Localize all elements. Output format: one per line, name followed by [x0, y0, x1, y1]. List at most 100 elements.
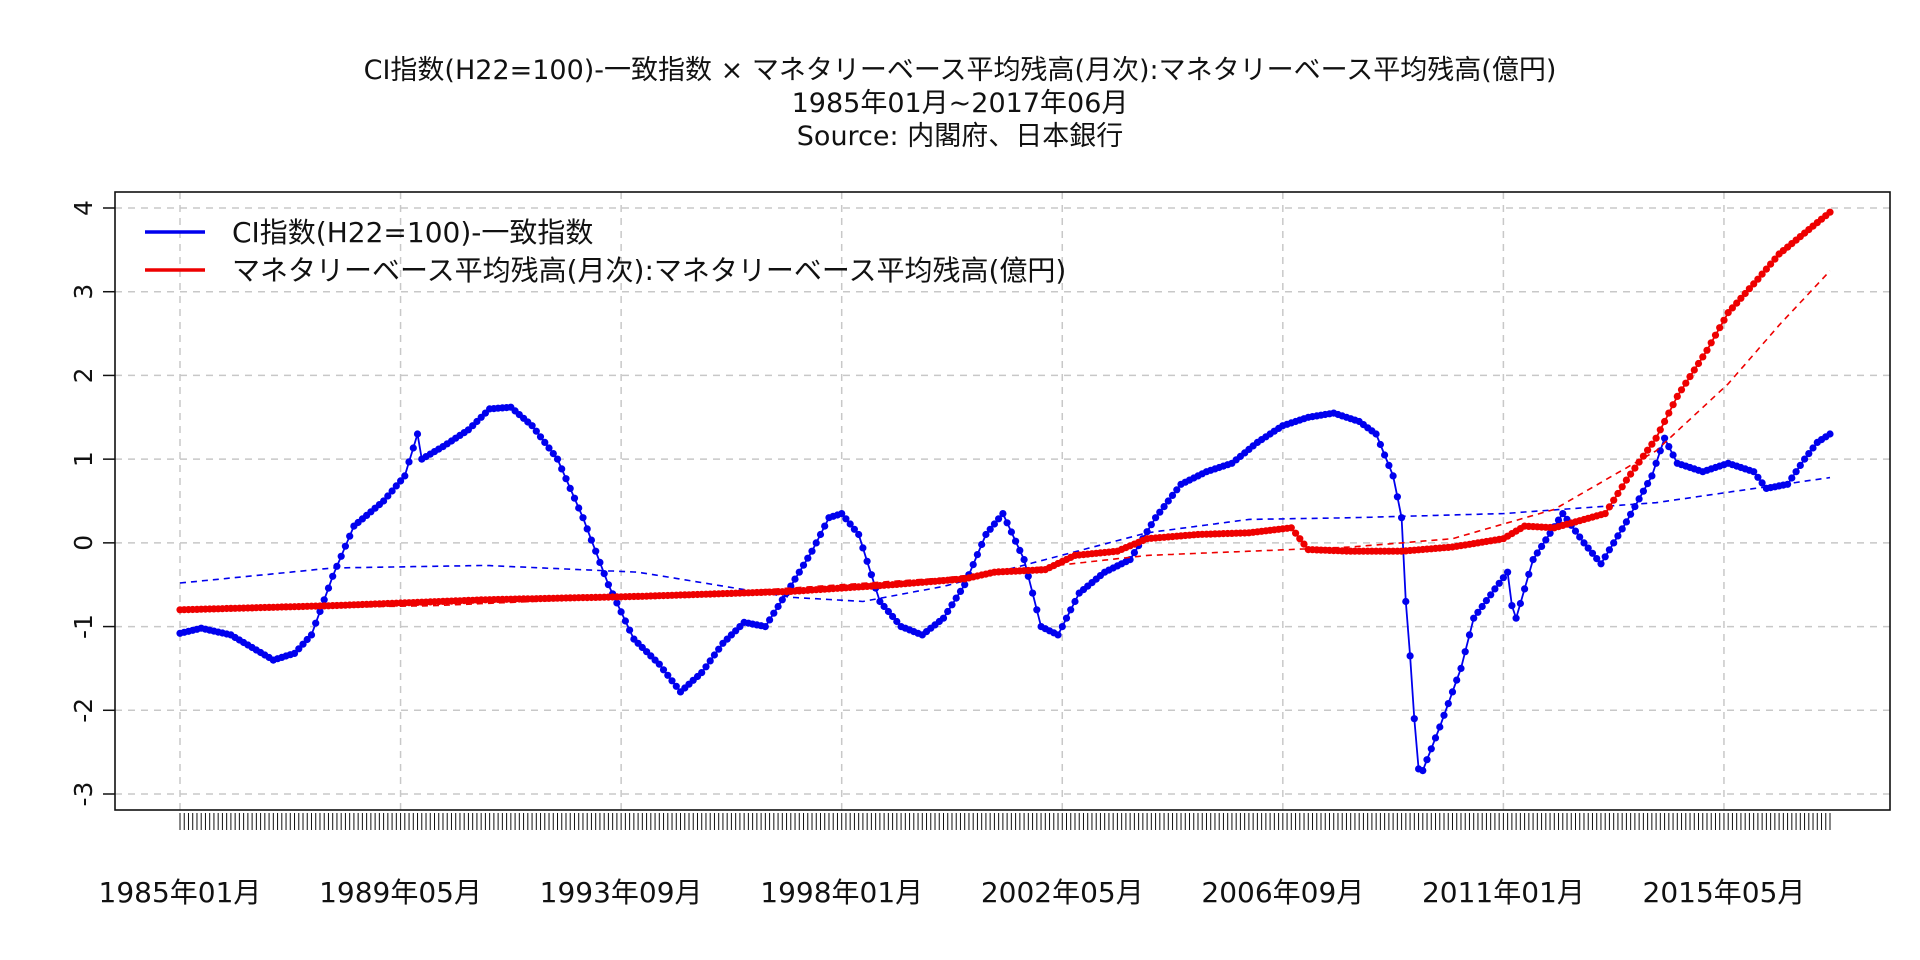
series-1-point [1054, 631, 1062, 639]
series-1-point [842, 515, 850, 523]
chart-title: CI指数(H22=100)-一致指数 × マネタリーベース平均残高(月次):マネ… [363, 55, 1557, 86]
series-1-point [821, 522, 829, 530]
series-1-trend-line [179, 476, 1831, 603]
series-1-point [405, 458, 413, 466]
x-tick-label: 2002年05月 [981, 876, 1144, 909]
series-1-point [990, 520, 999, 528]
series-1-point [1478, 602, 1486, 611]
series-1-point [558, 465, 566, 473]
series-2-point [1758, 270, 1766, 278]
y-tick-label: -3 [69, 782, 98, 807]
series-1-point [770, 609, 778, 617]
series-1-point [761, 623, 769, 631]
series-1-point [384, 492, 392, 500]
series-1-point [613, 599, 621, 607]
x-axis-monthly-ticks [179, 813, 1831, 830]
series-1-point [1168, 491, 1177, 499]
grid-lines [115, 192, 1890, 810]
series-1-point [706, 657, 714, 665]
series-1-point [329, 572, 337, 580]
series-1-point [1173, 486, 1181, 494]
series-2-point [1690, 366, 1698, 374]
series-1-point [1376, 440, 1384, 449]
series-1-point [1444, 700, 1452, 708]
x-tick-label: 1989年05月 [319, 876, 482, 909]
series-2-point [1648, 440, 1656, 448]
series-1-point [1152, 514, 1160, 522]
series-1-point [778, 596, 786, 604]
series-1-point [1499, 574, 1507, 582]
series-1-point [1635, 495, 1643, 503]
series-1-point [863, 557, 871, 565]
series-2-trend-line [180, 270, 1831, 611]
series-1-point [592, 547, 600, 555]
series-1-point [596, 558, 604, 567]
series-1-point [617, 608, 625, 616]
series-1-point [859, 544, 867, 552]
x-tick-label: 1985年01月 [99, 876, 262, 909]
x-axis: 1985年01月 1989年05月 1993年09月 1998年01月 2002年05月… [99, 876, 1806, 909]
series-1-point [1012, 537, 1020, 545]
y-tick-label: -1 [69, 614, 98, 639]
series-1-point [1495, 579, 1503, 587]
series-1-point [562, 475, 570, 483]
series-1-point [1431, 734, 1440, 742]
series-1-point [893, 617, 901, 626]
series-1-point [816, 530, 825, 539]
series-1-point [1554, 516, 1563, 524]
series-1-point [587, 536, 596, 544]
series-2-point [1724, 309, 1732, 317]
series-1-point [388, 487, 396, 495]
series-2-point [1605, 503, 1613, 511]
series-1-point [346, 532, 354, 540]
series-1-point [1597, 560, 1605, 568]
series-1-point [1627, 510, 1635, 518]
series-1-point [1381, 451, 1389, 459]
series-1-point [804, 554, 812, 562]
series-2-point [1661, 417, 1669, 426]
series-1-point [948, 601, 956, 609]
series-1-point [1512, 614, 1520, 622]
series-1-point [1559, 509, 1567, 518]
series-1-point [290, 649, 299, 658]
series-1-point [876, 597, 884, 606]
series-1-point [1796, 461, 1804, 469]
series-2 [176, 208, 1834, 614]
series-1-point [1593, 555, 1601, 563]
series-1-point [401, 472, 409, 480]
series-1-point [1542, 536, 1550, 544]
series-2-point [1631, 464, 1639, 472]
series-2-point [1686, 373, 1694, 381]
series-1-point [1440, 711, 1448, 719]
series-2-point [1622, 476, 1630, 484]
series-1-point [795, 568, 803, 576]
y-tick-label: 3 [69, 284, 98, 300]
series-2-point [1741, 289, 1749, 298]
x-tick-label: 1998年01月 [760, 876, 923, 909]
series-1-point [1071, 597, 1079, 606]
series-1-point [939, 614, 948, 622]
series-1 [176, 403, 1834, 775]
series-1-point [312, 619, 320, 627]
series-1-point [583, 525, 591, 533]
series-2-point [1711, 331, 1720, 339]
series-1-point [1661, 434, 1669, 442]
series-1-point [1758, 479, 1766, 487]
series-1-point [1423, 756, 1431, 764]
series-1-point [1419, 767, 1427, 775]
series-1-point [664, 671, 672, 679]
series-1-point [307, 631, 316, 639]
series-1-point [1474, 608, 1482, 616]
series-1-point [570, 494, 579, 502]
series-1-point [1491, 585, 1499, 593]
series-1-point [766, 616, 774, 624]
series-2-point [1720, 316, 1728, 324]
series-1-point [672, 682, 680, 690]
series-1-point [536, 433, 545, 441]
series-1-point [553, 455, 562, 463]
series-1-point [1406, 652, 1414, 660]
series-1-point [969, 561, 977, 569]
series-2-point [1767, 260, 1775, 268]
series-1-point [380, 497, 388, 505]
series-1-point [1639, 487, 1647, 495]
